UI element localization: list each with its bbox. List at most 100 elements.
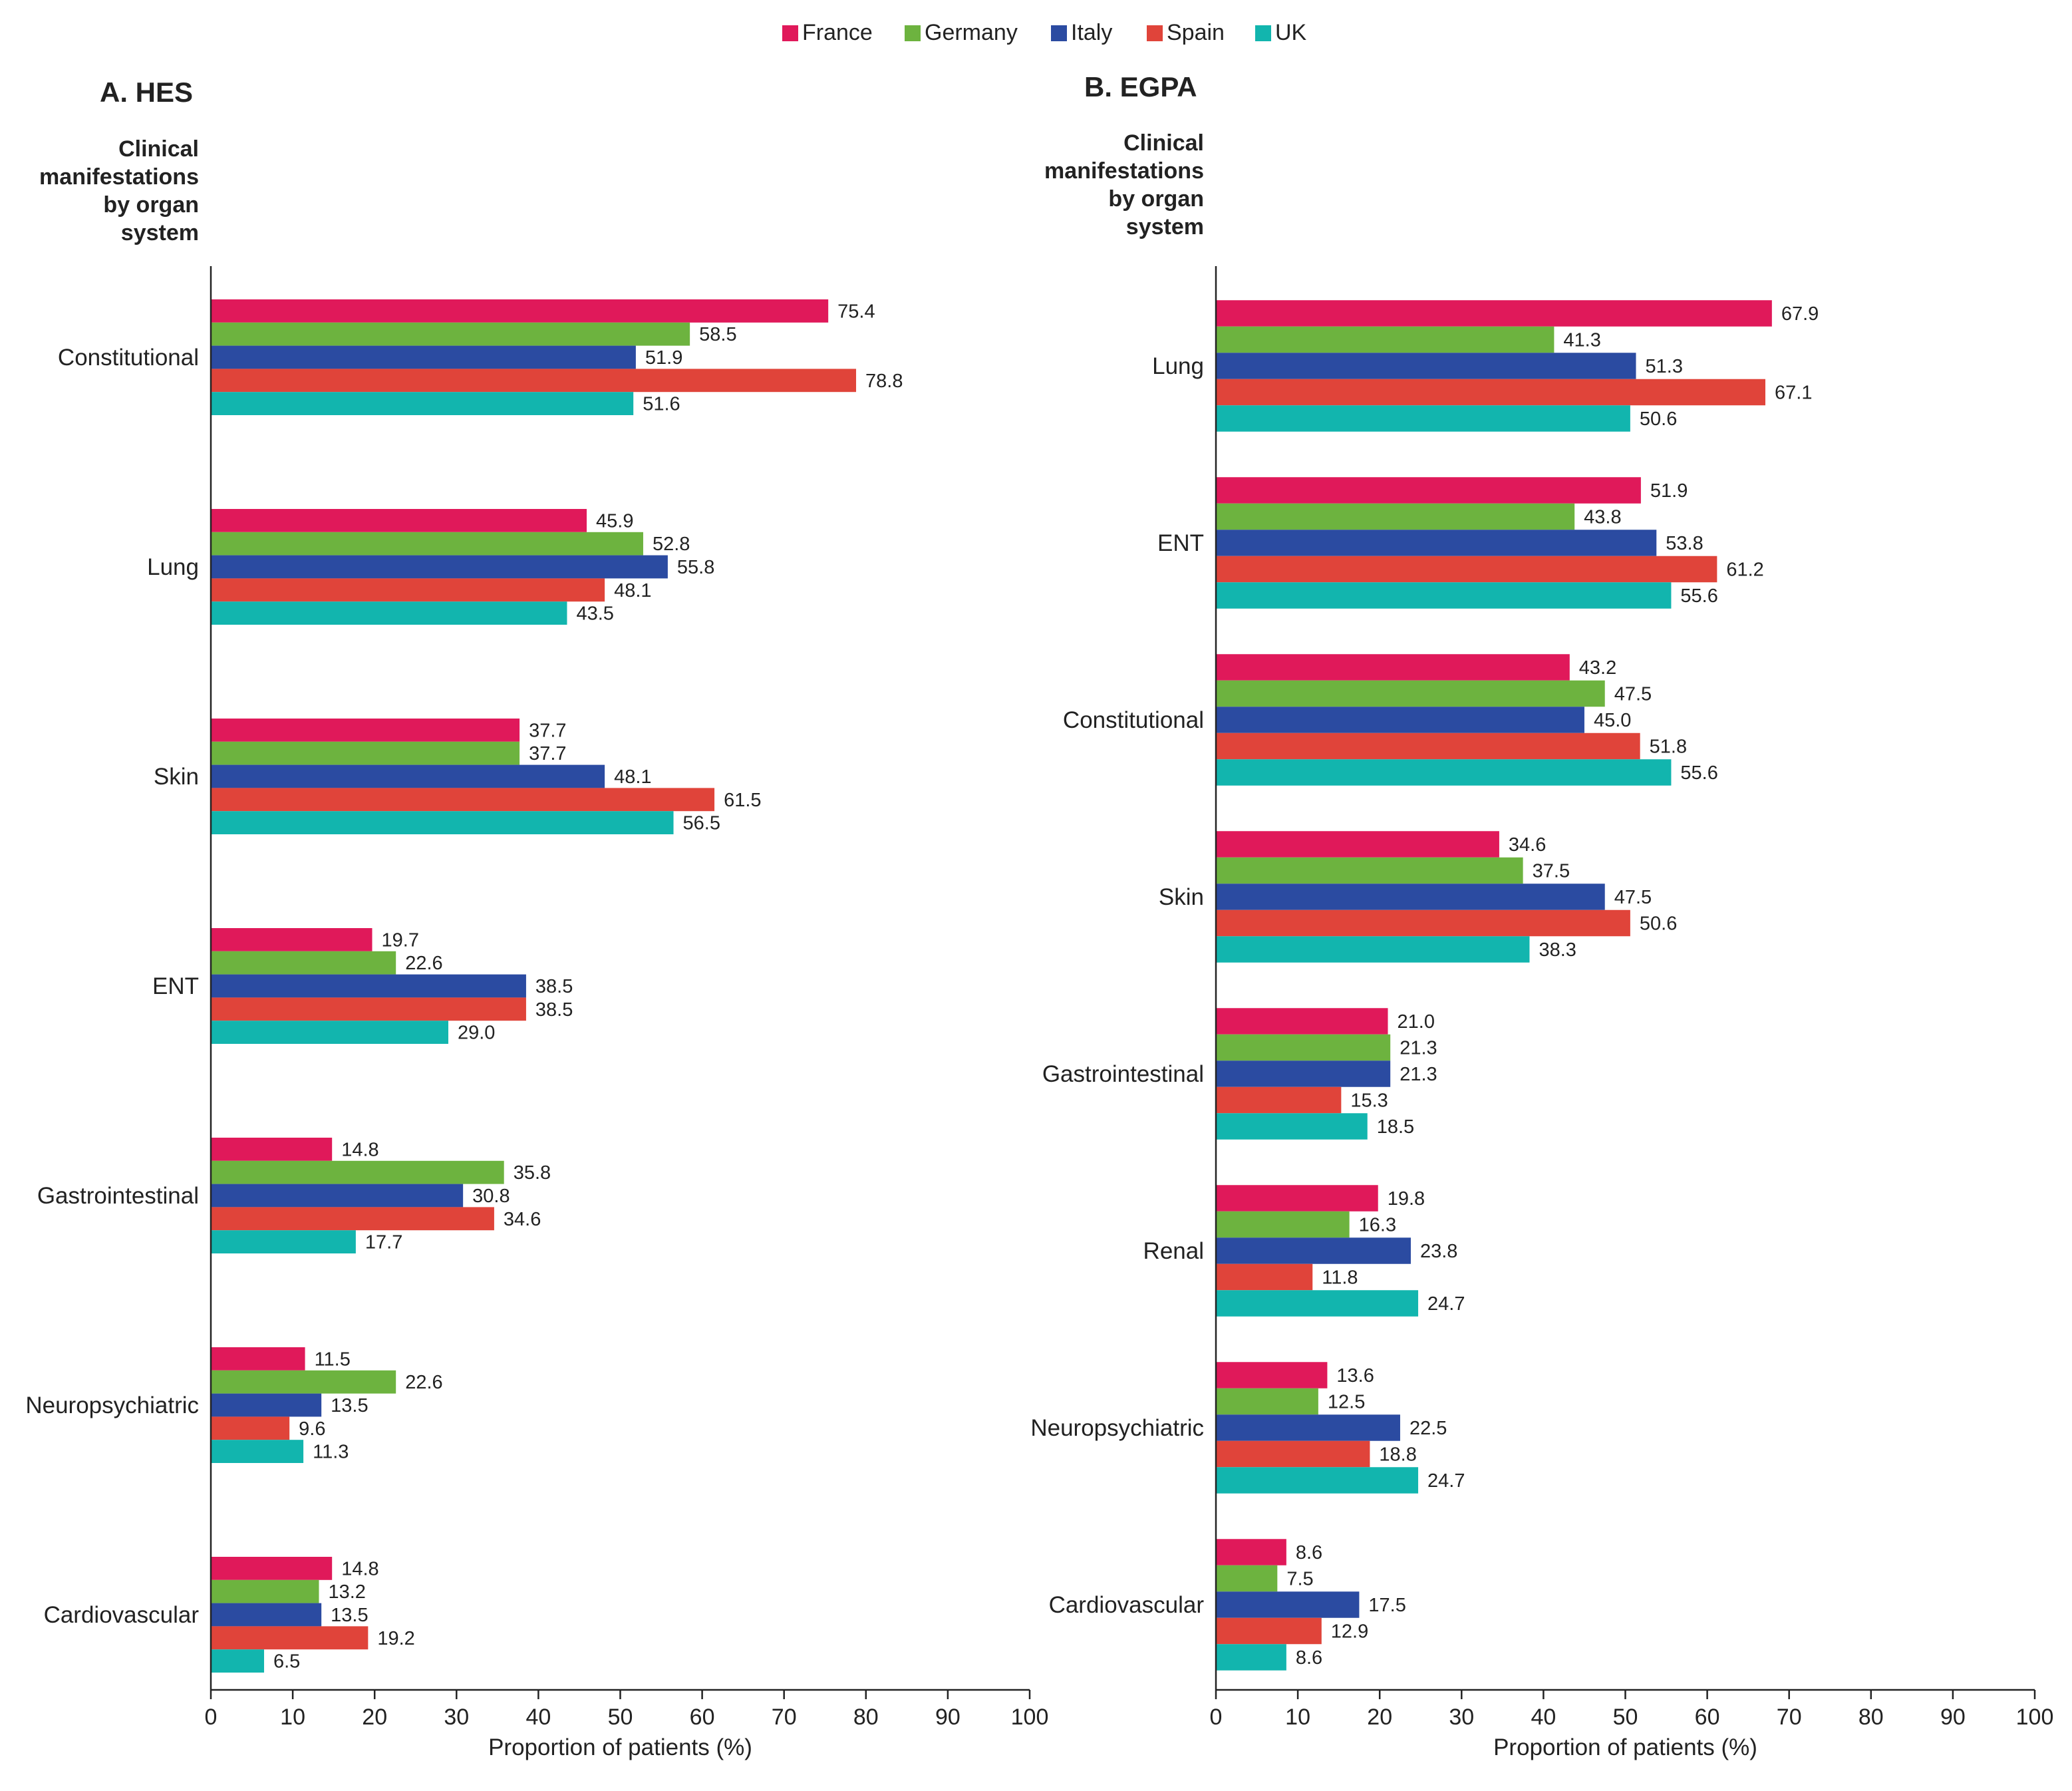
- data-label: 75.4: [837, 301, 875, 322]
- data-label: 17.5: [1368, 1595, 1406, 1616]
- bar-germany: [1216, 1565, 1278, 1592]
- data-label: 13.5: [331, 1395, 368, 1416]
- data-label: 37.5: [1533, 861, 1570, 882]
- data-label: 19.8: [1388, 1188, 1425, 1210]
- data-label: 11.8: [1322, 1267, 1358, 1289]
- bar-france: [1216, 300, 1772, 327]
- data-label: 55.8: [677, 557, 714, 578]
- data-label: 61.2: [1726, 560, 1763, 581]
- bar-group-ent: ENT 19.722.6 38.538.5 29.0: [152, 928, 573, 1044]
- data-label: 55.6: [1680, 585, 1717, 607]
- x-tick-label: 20: [362, 1705, 387, 1730]
- legend-item-italy: Italy: [1051, 20, 1112, 45]
- data-label: 12.5: [1328, 1392, 1365, 1413]
- bar-italy: [211, 1393, 322, 1417]
- data-label: 35.8: [514, 1162, 551, 1184]
- data-label: 55.6: [1680, 762, 1717, 784]
- data-label: 48.1: [614, 766, 651, 788]
- data-label: 50.6: [1640, 408, 1677, 430]
- data-label: 58.5: [699, 324, 736, 345]
- data-label: 45.0: [1594, 710, 1631, 731]
- bar-germany: [1216, 1388, 1318, 1415]
- bar-france: [211, 719, 520, 742]
- category-label: Renal: [1143, 1238, 1204, 1264]
- bar-italy: [1216, 1060, 1391, 1087]
- data-label: 34.6: [504, 1209, 541, 1230]
- bar-spain: [1216, 1263, 1313, 1291]
- data-label: 11.5: [315, 1349, 351, 1370]
- bar-france: [1216, 1539, 1286, 1565]
- data-label: 22.6: [405, 953, 442, 974]
- bar-spain: [211, 1626, 369, 1650]
- data-label: 22.6: [405, 1372, 442, 1393]
- data-label: 34.6: [1509, 834, 1546, 856]
- bar-uk: [1216, 405, 1630, 432]
- bar-group-gastrointestinal: Gastrointestinal 14.8 35.830.834.6 17.7: [37, 1138, 551, 1253]
- legend-label-uk: UK: [1275, 20, 1307, 45]
- data-label: 41.3: [1563, 330, 1600, 351]
- data-label: 14.8: [341, 1558, 378, 1579]
- data-label: 78.8: [865, 371, 903, 392]
- bar-uk: [211, 1649, 265, 1673]
- data-label: 43.2: [1579, 657, 1616, 679]
- data-label: 24.7: [1427, 1470, 1465, 1492]
- bars: Constitutional 75.4 58.5 51.9 78.8 51.6 Lung 45…: [25, 299, 903, 1673]
- bar-spain: [211, 578, 605, 602]
- data-label: 29.0: [458, 1023, 495, 1044]
- bar-group-renal: Renal 19.8 16.3 23.8 11.8 24.7: [1143, 1185, 1465, 1317]
- y-axis-heading-line: by organ: [1108, 186, 1204, 212]
- bar-germany: [211, 322, 690, 346]
- legend-label-spain: Spain: [1167, 20, 1225, 45]
- bar-group-gastrointestinal: Gastrointestinal 21.0 21.3 21.3 15.3 18.5: [1042, 1008, 1437, 1140]
- bar-germany: [211, 741, 520, 765]
- bar-france: [1216, 1362, 1328, 1388]
- category-label: Constitutional: [58, 345, 199, 371]
- data-label: 21.3: [1400, 1038, 1437, 1059]
- data-label: 17.7: [365, 1232, 402, 1253]
- data-label: 52.8: [653, 534, 690, 555]
- data-label: 56.5: [683, 813, 720, 834]
- bar-uk: [211, 392, 634, 415]
- bar-spain: [1216, 1617, 1322, 1645]
- legend-swatch-germany: [905, 25, 921, 41]
- x-tick-label: 20: [1367, 1705, 1392, 1730]
- bar-spain: [211, 788, 715, 812]
- bar-group-skin: Skin 37.737.7 48.1 61.556.5: [154, 719, 762, 834]
- bar-france: [211, 509, 587, 532]
- x-tick-label: 90: [935, 1705, 961, 1730]
- data-label: 18.8: [1379, 1444, 1416, 1466]
- category-label: Neuropsychiatric: [25, 1392, 199, 1418]
- data-label: 51.6: [643, 394, 680, 415]
- bar-italy: [1216, 1237, 1411, 1264]
- data-label: 38.5: [535, 976, 573, 997]
- x-tick-label: 100: [2016, 1705, 2054, 1730]
- data-label: 47.5: [1614, 887, 1652, 908]
- bar-spain: [211, 1416, 290, 1440]
- bar-germany: [1216, 1034, 1391, 1061]
- category-label: Lung: [1152, 353, 1204, 379]
- data-label: 23.8: [1420, 1241, 1457, 1262]
- data-label: 50.6: [1640, 913, 1677, 935]
- bar-france: [1216, 1185, 1378, 1212]
- legend: France Germany Italy Spain UK: [782, 20, 1307, 45]
- bar-france: [211, 928, 372, 951]
- data-label: 43.5: [576, 603, 613, 625]
- legend-swatch-france: [782, 25, 798, 41]
- bar-uk: [1216, 1467, 1419, 1494]
- bar-group-neuropsychiatric: Neuropsychiatric 13.6 12.5 22.5 18.8 24.7: [1030, 1362, 1465, 1494]
- panel-title: A. HES: [100, 77, 193, 108]
- legend-swatch-italy: [1051, 25, 1067, 41]
- bar-group-constitutional: Constitutional 43.2 47.5 45.0 51.8 55.6: [1063, 654, 1718, 786]
- data-label: 13.2: [328, 1581, 365, 1603]
- bar-france: [1216, 477, 1641, 504]
- bar-spain: [1216, 909, 1630, 937]
- bar-germany: [1216, 680, 1605, 707]
- x-tick-label: 0: [205, 1705, 218, 1730]
- bar-uk: [211, 1230, 356, 1253]
- bar-france: [1216, 831, 1499, 858]
- category-label: Constitutional: [1063, 707, 1204, 733]
- data-label: 51.3: [1646, 356, 1683, 377]
- data-label: 37.7: [529, 720, 566, 741]
- bar-germany: [211, 532, 643, 556]
